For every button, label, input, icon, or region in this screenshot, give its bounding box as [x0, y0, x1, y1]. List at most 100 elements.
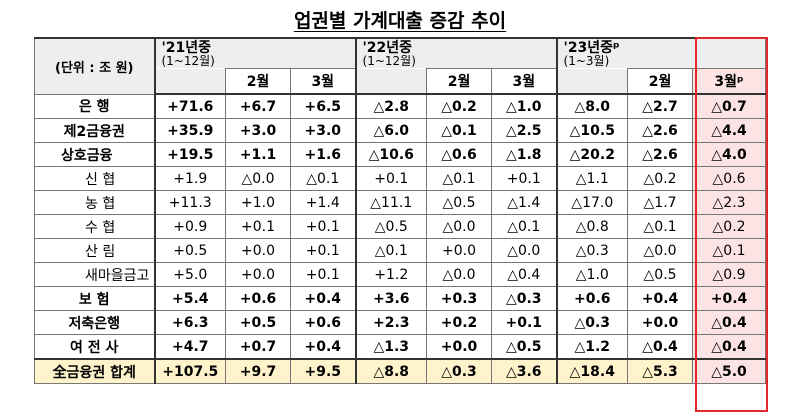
table-row: 여 전 사 +4.7 +0.7 +0.4 △1.3 +0.0 △0.5 △1.2 △0.4 △0.…	[34, 334, 767, 360]
value-cell: △0.1	[426, 118, 493, 143]
value-cell: △2.6	[627, 142, 694, 167]
value-cell-highlight: +0.4	[692, 286, 767, 311]
value-cell: +35.9	[153, 118, 226, 143]
value-cell: +0.4	[627, 286, 694, 311]
value-cell: +0.1	[491, 166, 558, 191]
year-header-2022: '22년중 (1~12월)	[354, 37, 558, 69]
value-cell: △0.6	[426, 142, 493, 167]
month-header: 3월	[289, 68, 357, 95]
row-label: 은 행	[34, 93, 155, 119]
value-cell: △0.3	[555, 238, 629, 263]
month-header: 3월	[491, 68, 558, 95]
month-header: 2월	[225, 68, 291, 95]
value-cell: +0.0	[225, 238, 291, 263]
value-cell: +1.2	[354, 262, 428, 287]
value-cell: △0.5	[354, 214, 428, 239]
value-cell: +0.1	[491, 310, 558, 335]
total-cell: △18.4	[555, 358, 629, 384]
value-cell: △0.1	[289, 166, 357, 191]
table-row: 은 행 +71.6 +6.7 +6.5 △2.8 △0.2 △1.0 △8.0 △2.7 △0.7	[34, 93, 767, 119]
value-cell-highlight: △4.4	[692, 118, 767, 143]
value-cell: +1.4	[289, 190, 357, 215]
year-sub-spacer	[153, 68, 226, 95]
value-cell: +0.1	[289, 238, 357, 263]
value-cell: △0.4	[627, 334, 694, 360]
total-cell: +9.5	[289, 358, 357, 384]
total-cell: +9.7	[225, 358, 291, 384]
value-cell: △1.7	[627, 190, 694, 215]
table-row: 농 협 +11.3 +1.0 +1.4 △11.1 △0.5 △1.4 △17.0 △1.7 △2…	[34, 190, 767, 215]
value-cell: +3.0	[289, 118, 357, 143]
value-cell: △0.5	[627, 262, 694, 287]
total-cell: △3.6	[491, 358, 558, 384]
table-row: 상호금융 +19.5 +1.1 +1.6 △10.6 △0.6 △1.8 △20.2 △2.6 △…	[34, 142, 767, 167]
row-label: 새마을금고	[34, 262, 155, 287]
row-label: 보 험	[34, 286, 155, 311]
value-cell: △0.1	[491, 214, 558, 239]
value-cell-highlight: △0.1	[692, 238, 767, 263]
value-cell: +0.0	[225, 262, 291, 287]
row-label: 상호금융	[34, 142, 155, 167]
value-cell: △0.2	[426, 93, 493, 119]
value-cell: +6.3	[153, 310, 226, 335]
value-cell: +3.0	[225, 118, 291, 143]
value-cell-highlight: △0.6	[692, 166, 767, 191]
value-cell: +0.6	[289, 310, 357, 335]
value-cell: +0.1	[289, 214, 357, 239]
value-cell: △2.7	[627, 93, 694, 119]
year-sub-spacer	[555, 68, 629, 95]
value-cell: △0.5	[491, 334, 558, 360]
value-cell: +1.9	[153, 166, 226, 191]
total-cell: △5.3	[627, 358, 694, 384]
value-cell: △1.4	[491, 190, 558, 215]
value-cell-highlight: △2.3	[692, 190, 767, 215]
value-cell: +0.5	[225, 310, 291, 335]
month-header: 2월	[627, 68, 694, 95]
month-header: 2월	[426, 68, 493, 95]
value-cell: △10.5	[555, 118, 629, 143]
value-cell: △0.3	[491, 286, 558, 311]
table-row: 보 험 +5.4 +0.6 +0.4 +3.6 +0.3 △0.3 +0.6 +0.4 +0.4	[34, 286, 767, 311]
value-cell: +0.6	[555, 286, 629, 311]
row-label: 저축은행	[34, 310, 155, 335]
value-cell-highlight: △0.7	[692, 93, 767, 119]
value-cell: +0.4	[289, 286, 357, 311]
value-cell: △0.3	[555, 310, 629, 335]
value-cell: +1.6	[289, 142, 357, 167]
value-cell-highlight: △0.4	[692, 334, 767, 360]
value-cell-highlight: △0.2	[692, 214, 767, 239]
value-cell: +1.0	[225, 190, 291, 215]
row-label: 여 전 사	[34, 334, 155, 360]
value-cell: △2.8	[354, 93, 428, 119]
value-cell: △1.0	[555, 262, 629, 287]
value-cell-highlight: △4.0	[692, 142, 767, 167]
value-cell: △2.6	[627, 118, 694, 143]
value-cell: △0.1	[354, 238, 428, 263]
value-cell: △1.3	[354, 334, 428, 360]
value-cell: +4.7	[153, 334, 226, 360]
value-cell: △8.0	[555, 93, 629, 119]
value-cell: +0.1	[354, 166, 428, 191]
value-cell: △11.1	[354, 190, 428, 215]
value-cell: +0.2	[426, 310, 493, 335]
total-cell: △0.3	[426, 358, 493, 384]
total-cell-highlight: △5.0	[692, 358, 767, 384]
value-cell: +11.3	[153, 190, 226, 215]
value-cell: +2.3	[354, 310, 428, 335]
value-cell-highlight: △0.4	[692, 310, 767, 335]
value-cell: +0.5	[153, 238, 226, 263]
value-cell-highlight: △0.9	[692, 262, 767, 287]
value-cell: +0.1	[225, 214, 291, 239]
value-cell: △6.0	[354, 118, 428, 143]
row-label: 산 림	[34, 238, 155, 263]
value-cell: △0.0	[225, 166, 291, 191]
value-cell: △0.5	[426, 190, 493, 215]
value-cell: △0.0	[426, 262, 493, 287]
value-cell: △0.2	[627, 166, 694, 191]
total-cell: △8.8	[354, 358, 428, 384]
year-sub-spacer	[354, 68, 428, 95]
table-row: 새마을금고 +5.0 +0.0 +0.1 +1.2 △0.0 △0.4 △1.0 △0.5 △0.…	[34, 262, 767, 287]
value-cell: +5.4	[153, 286, 226, 311]
value-cell: +0.3	[426, 286, 493, 311]
table-row: 제2금융권 +35.9 +3.0 +3.0 △6.0 △0.1 △2.5 △10.5 △2.6 △…	[34, 118, 767, 143]
